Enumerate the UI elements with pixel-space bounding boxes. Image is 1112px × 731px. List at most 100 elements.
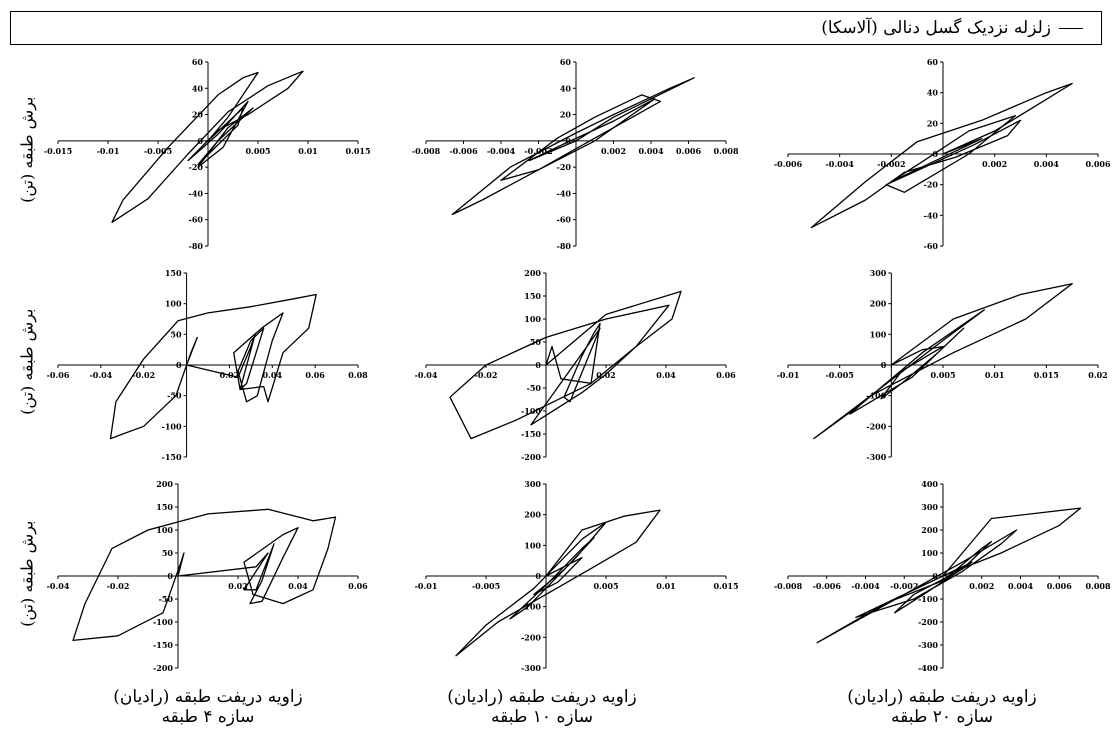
x-tick-label: 0.002 <box>601 146 626 156</box>
structure-subtitle: سازه ۴ طبقه <box>161 707 255 727</box>
x-tick-label: 0.04 <box>656 370 676 380</box>
hysteresis-curve <box>816 507 1082 644</box>
y-tick-label: 200 <box>870 299 887 309</box>
x-tick-label: 0.015 <box>1034 370 1059 380</box>
x-tick-label: 0.06 <box>305 370 325 380</box>
panel-2-1: -0.06 -0.04 -0.02 0.02 0.04 0.06 0.08-150-100-… <box>47 268 369 462</box>
y-tick-label: 20 <box>560 110 572 120</box>
x-tick-label: -0.005 <box>472 581 500 591</box>
y-tick-label: 0 <box>565 136 571 146</box>
hysteresis-curve <box>109 293 317 440</box>
x-tick-label: 0.04 <box>263 370 283 380</box>
x-tick-label: -0.006 <box>449 146 478 156</box>
y-tick-label: 60 <box>192 57 204 67</box>
y-tick-label: -200 <box>521 632 541 642</box>
y-tick-label: -60 <box>924 241 939 251</box>
x-tick-label: -0.002 <box>890 581 918 591</box>
x-tick-label: 0.004 <box>1008 581 1033 591</box>
x-tick-label: -0.004 <box>487 146 516 156</box>
panel-3-3: -0.008 -0.006 -0.004 -0.002 0.002 0.004 0.006 0… <box>774 479 1111 673</box>
x-tick-label: 0.002 <box>982 159 1007 169</box>
panel-1-2: -0.008 -0.006 -0.004 -0.002 0.002 0.004 0.006 0… <box>412 57 739 251</box>
x-tick-label: -0.01 <box>415 581 438 591</box>
y-tick-label: -40 <box>189 188 204 198</box>
x-tick-label: 0.005 <box>930 370 955 380</box>
y-tick-label: -300 <box>918 640 938 650</box>
y-tick-label: -50 <box>167 391 182 401</box>
y-tick-label: -400 <box>918 663 938 673</box>
panel-2-2: -0.04 -0.02 0.02 0.04 0.06-200-150-100-50050… <box>415 268 737 462</box>
y-tick-label: -300 <box>866 452 886 462</box>
x-tick-label: -0.005 <box>144 146 172 156</box>
x-tick-label: 0.01 <box>656 581 675 591</box>
y-tick-label: -100 <box>521 406 541 416</box>
y-tick-label: 100 <box>921 548 938 558</box>
y-tick-label: 300 <box>870 268 887 278</box>
y-tick-label: 0 <box>167 571 173 581</box>
y-axis-label-row-3: برش طبقه (تن) <box>17 520 37 627</box>
y-tick-label: 20 <box>927 118 939 128</box>
hysteresis-curve <box>810 82 1073 229</box>
panel-3-1: -0.04 -0.02 0.02 0.04 0.06 -200 -150 -100 -50 0 50… <box>47 479 369 673</box>
y-tick-label: 200 <box>524 268 541 278</box>
y-tick-label: 100 <box>156 525 173 535</box>
y-tick-label: -20 <box>924 180 939 190</box>
x-tick-label: -0.002 <box>524 146 552 156</box>
x-tick-label: -0.004 <box>825 159 854 169</box>
y-tick-label: 0 <box>881 360 887 370</box>
y-tick-label: 400 <box>921 479 938 489</box>
y-tick-label: -200 <box>866 421 886 431</box>
x-tick-label: -0.006 <box>813 581 842 591</box>
y-tick-label: -100 <box>153 617 173 627</box>
panel-2-3: -0.01 -0.005 0.005 0.01 0.015 0.02 -300 -200 -10… <box>777 268 1108 462</box>
y-tick-label: 0 <box>176 360 182 370</box>
x-tick-label: 0.01 <box>985 370 1004 380</box>
hysteresis-curve <box>72 508 337 642</box>
y-tick-label: -100 <box>866 391 886 401</box>
x-tick-label: 0.01 <box>298 146 317 156</box>
x-axis-title: زاویه دریفت طبقه (رادیان) <box>847 687 1037 707</box>
x-tick-label: 0.04 <box>288 581 308 591</box>
y-tick-label: 200 <box>524 510 541 520</box>
x-axis-title: زاویه دریفت طبقه (رادیان) <box>447 687 637 707</box>
x-axis-label-col-1: زاویه دریفت طبقه (رادیان) سازه ۴ طبقه <box>78 687 338 727</box>
legend-box: زلزله نزدیک گسل دنالی (آلاسکا) <box>10 11 1102 45</box>
x-tick-label: 0.006 <box>676 146 701 156</box>
x-tick-label: -0.02 <box>475 370 498 380</box>
hysteresis-curve <box>455 509 661 657</box>
x-tick-label: -0.015 <box>44 146 72 156</box>
y-axis-label-row-1: برش طبقه (تن) <box>17 96 37 203</box>
x-tick-label: 0.005 <box>593 581 618 591</box>
y-tick-label: -50 <box>159 594 174 604</box>
x-tick-label: -0.04 <box>415 370 438 380</box>
structure-subtitle: سازه ۱۰ طبقه <box>491 707 593 727</box>
x-tick-label: -0.005 <box>825 370 853 380</box>
y-tick-label: 100 <box>165 299 182 309</box>
x-tick-label: -0.008 <box>774 581 803 591</box>
y-tick-label: 20 <box>192 110 204 120</box>
legend-label: زلزله نزدیک گسل دنالی (آلاسکا) <box>821 18 1051 38</box>
x-tick-label: 0.004 <box>638 146 663 156</box>
x-tick-label: -0.04 <box>89 370 112 380</box>
x-tick-label: 0.006 <box>1085 159 1110 169</box>
y-tick-label: -60 <box>189 215 204 225</box>
y-tick-label: 60 <box>560 57 572 67</box>
panel-1-1: -0.015 -0.01 -0.005 0.005 0.01 0.015 -80 -60 -40… <box>44 57 371 251</box>
x-tick-label: -0.02 <box>107 581 130 591</box>
y-tick-label: -200 <box>521 452 541 462</box>
x-tick-label: 0.008 <box>713 146 738 156</box>
y-tick-label: 300 <box>921 502 938 512</box>
y-tick-label: 150 <box>156 502 173 512</box>
y-tick-label: -20 <box>189 162 204 172</box>
hysteresis-curve <box>111 70 304 223</box>
x-tick-label: 0.06 <box>348 581 368 591</box>
x-tick-label: 0.005 <box>245 146 270 156</box>
y-tick-label: 60 <box>927 57 939 67</box>
x-tick-label: 0.015 <box>713 581 738 591</box>
structure-subtitle: سازه ۲۰ طبقه <box>891 707 993 727</box>
x-tick-label: -0.06 <box>47 370 70 380</box>
x-tick-label: 0.08 <box>348 370 368 380</box>
y-tick-label: -100 <box>918 594 938 604</box>
y-tick-label: -100 <box>162 421 182 431</box>
x-tick-label: 0.008 <box>1085 581 1110 591</box>
